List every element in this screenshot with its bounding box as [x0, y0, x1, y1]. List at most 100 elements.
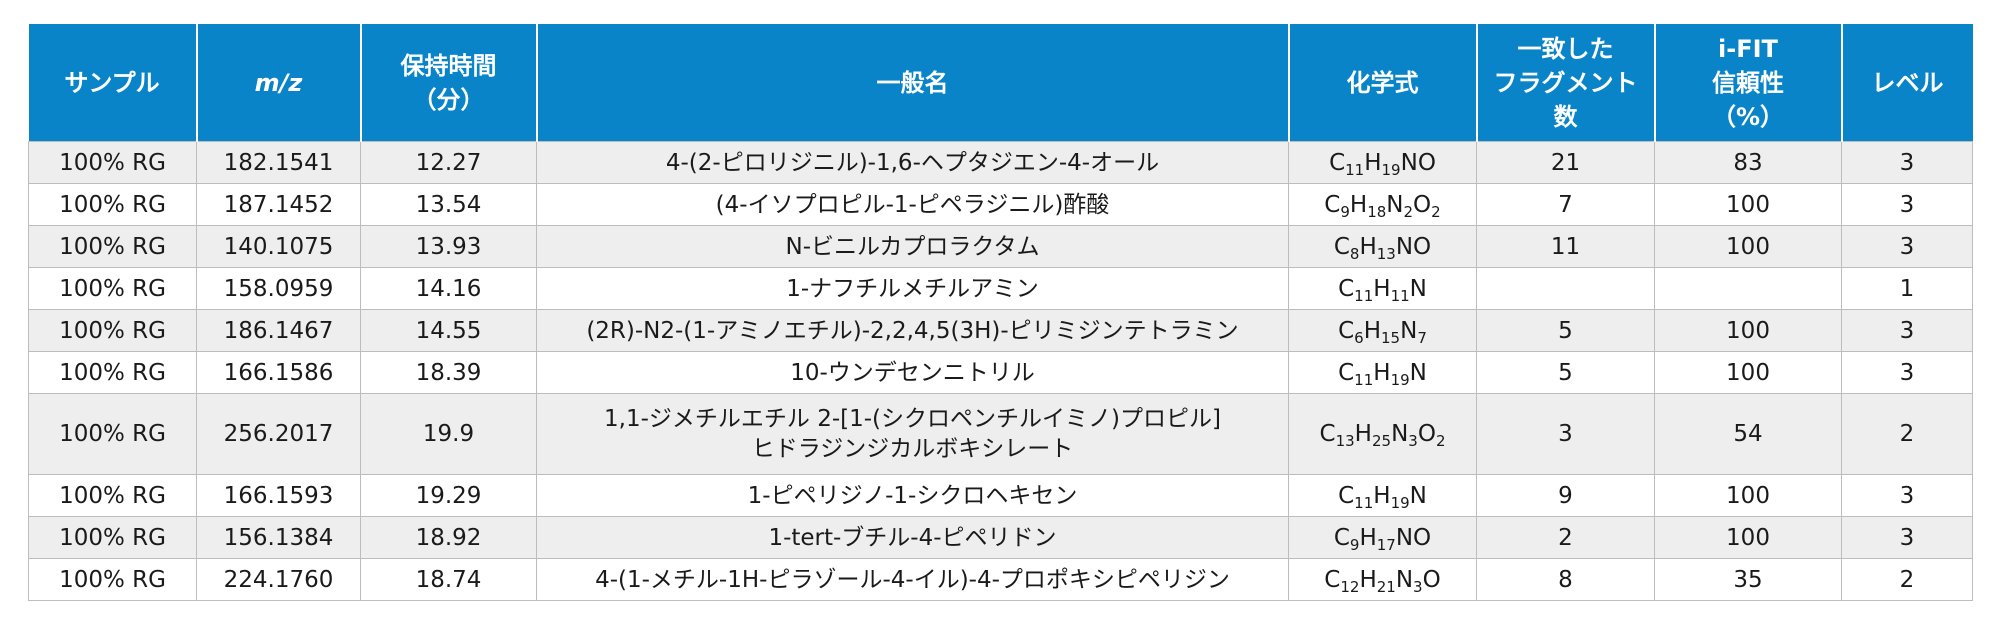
table-row: 100% RG 166.1586 18.39 10-ウンデセンニトリル C11H19N 5… — [28, 351, 1973, 394]
column-header-mz: m/z — [196, 24, 362, 142]
table-row: 100% RG 156.1384 18.92 1-tert-ブチル-4-ピペリドン C9… — [28, 516, 1973, 559]
compound-name-line: 1,1-ジメチルエチル 2-[1-(シクロペンチルイミノ)プロピル] — [604, 406, 1221, 432]
formula-subscript: 25 — [1371, 432, 1392, 450]
cell-formula: C11H19N — [1288, 474, 1477, 517]
cell-ifit — [1654, 267, 1842, 310]
cell-level: 1 — [1841, 267, 1973, 310]
cell-ifit: 83 — [1654, 141, 1842, 184]
cell-sample: 100% RG — [28, 141, 197, 184]
column-header-line: フラグメント数 — [1493, 68, 1638, 131]
formula-element: C — [1338, 482, 1355, 509]
cell-fragments: 11 — [1476, 225, 1655, 268]
cell-formula: C6H15N7 — [1288, 309, 1477, 352]
column-header-line: （%） — [1711, 102, 1785, 131]
cell-name: 1-ナフチルメチルアミン — [536, 267, 1289, 310]
compound-name-line: 4-(1-メチル-1H-ピラゾール-4-イル)-4-プロポキシピペリジン — [595, 566, 1230, 593]
cell-name: 1-tert-ブチル-4-ピペリドン — [536, 516, 1289, 559]
cell-mz: 156.1384 — [196, 516, 361, 559]
cell-formula: C11H11N — [1288, 267, 1477, 310]
compound-name-line: 1-tert-ブチル-4-ピペリドン — [768, 524, 1057, 551]
cell-sample: 100% RG — [28, 474, 197, 517]
results-table: サンプル m/z 保持時間 （分） 一般名 化学式 一致した フラグメント数 i-FIT 信頼性 （… — [28, 24, 1973, 601]
cell-fragments: 9 — [1476, 474, 1655, 517]
formula-element: H — [1373, 482, 1391, 509]
formula-element: H — [1349, 191, 1368, 218]
formula-element: N — [1409, 482, 1427, 509]
header-row: サンプル m/z 保持時間 （分） 一般名 化学式 一致した フラグメント数 i-FIT 信頼性 （… — [28, 24, 1973, 142]
compound-name-line: 1-ピペリジノ-1-シクロヘキセン — [747, 482, 1078, 509]
formula-subscript: 11 — [1354, 493, 1374, 512]
cell-formula: C11H19NO — [1288, 141, 1477, 184]
cell-mz: 186.1467 — [196, 309, 361, 352]
formula-element: C — [1324, 191, 1341, 218]
table-row: 100% RG 224.1760 18.74 4-(1-メチル-1H-ピラゾール-4-… — [28, 558, 1973, 601]
column-header-line: 保持時間 — [400, 51, 497, 80]
formula-element: H — [1373, 275, 1391, 302]
formula-element: H — [1363, 317, 1382, 344]
cell-name: (2R)-N2-(1-アミノエチル)-2,2,4,5(3H)-ピリミジンテトラミ… — [536, 309, 1289, 352]
cell-mz: 182.1541 — [196, 141, 361, 184]
table-row: 100% RG 140.1075 13.93 N-ビニルカプロラクタム C8H13NO 1… — [28, 225, 1973, 268]
formula-subscript: 6 — [1354, 328, 1364, 347]
cell-ifit: 35 — [1654, 558, 1842, 601]
cell-sample: 100% RG — [28, 516, 197, 559]
cell-level: 3 — [1841, 309, 1973, 352]
cell-sample: 100% RG — [28, 309, 197, 352]
formula-element: N — [1409, 275, 1427, 302]
formula-subscript: 15 — [1381, 328, 1401, 347]
cell-mz: 187.1452 — [196, 183, 361, 226]
cell-formula: C11H19N — [1288, 351, 1477, 394]
table-row: 100% RG 186.1467 14.55 (2R)-N2-(1-アミノエチル)-2… — [28, 309, 1973, 352]
formula-element: H — [1354, 421, 1372, 447]
cell-name: 1,1-ジメチルエチル 2-[1-(シクロペンチルイミノ)プロピル] ヒドラジンジ… — [536, 393, 1289, 475]
formula-subscript: 11 — [1345, 160, 1365, 179]
cell-fragments: 7 — [1476, 183, 1655, 226]
formula-element: N — [1395, 566, 1414, 593]
cell-level: 3 — [1841, 183, 1973, 226]
formula-element: C — [1338, 275, 1355, 302]
cell-fragments: 8 — [1476, 558, 1655, 601]
compound-name-line: (4-イソプロピル-1-ピペラジニル)酢酸 — [715, 191, 1110, 218]
column-header-level: レベル — [1841, 24, 1973, 142]
cell-rt: 19.9 — [360, 393, 537, 475]
cell-name: 4-(1-メチル-1H-ピラゾール-4-イル)-4-プロポキシピペリジン — [536, 558, 1289, 601]
cell-name: 10-ウンデセンニトリル — [536, 351, 1289, 394]
cell-level: 3 — [1841, 474, 1973, 517]
cell-ifit: 54 — [1654, 393, 1842, 475]
formula-subscript: 3 — [1413, 577, 1423, 596]
formula-element: O — [1417, 421, 1436, 447]
cell-rt: 13.93 — [360, 225, 537, 268]
formula-element: C — [1338, 359, 1355, 386]
formula-subscript: 2 — [1403, 202, 1414, 221]
compound-name-line: ヒドラジンジカルボキシレート — [751, 436, 1074, 462]
compound-name-line: (2R)-N2-(1-アミノエチル)-2,2,4,5(3H)-ピリミジンテトラミ… — [586, 317, 1239, 344]
formula-subscript: 21 — [1376, 577, 1396, 596]
cell-level: 2 — [1841, 558, 1973, 601]
table-row: 100% RG 182.1541 12.27 4-(2-ピロリジニル)-1,6-ヘプタ… — [28, 141, 1973, 184]
column-header-line: （分） — [412, 85, 485, 114]
cell-level: 3 — [1841, 516, 1973, 559]
formula-element: H — [1364, 149, 1382, 176]
formula-subscript: 11 — [1354, 370, 1374, 389]
formula-subscript: 18 — [1367, 202, 1387, 221]
cell-rt: 13.54 — [360, 183, 537, 226]
cell-rt: 14.16 — [360, 267, 537, 310]
formula-subscript: 13 — [1376, 244, 1396, 263]
formula-subscript: 2 — [1431, 202, 1441, 221]
compound-name-line: N-ビニルカプロラクタム — [785, 233, 1040, 260]
cell-level: 3 — [1841, 141, 1973, 184]
cell-fragments — [1476, 267, 1655, 310]
formula-element: C — [1324, 566, 1341, 593]
column-header-line: サンプル — [64, 68, 160, 97]
column-header-sample: サンプル — [28, 24, 198, 142]
table-row: 100% RG 166.1593 19.29 1-ピペリジノ-1-シクロヘキセン C11… — [28, 474, 1973, 517]
cell-rt: 14.55 — [360, 309, 537, 352]
cell-sample: 100% RG — [28, 558, 197, 601]
formula-element: O — [1413, 191, 1432, 218]
column-header-fragments: 一致した フラグメント数 — [1476, 24, 1656, 142]
cell-ifit: 100 — [1654, 309, 1842, 352]
column-header-line: i-FIT — [1718, 34, 1778, 63]
formula-subscript: 12 — [1340, 577, 1360, 596]
cell-rt: 18.92 — [360, 516, 537, 559]
cell-sample: 100% RG — [28, 351, 197, 394]
